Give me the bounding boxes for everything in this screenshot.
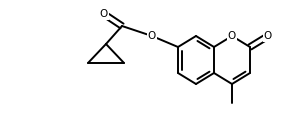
Text: O: O bbox=[228, 31, 236, 41]
Text: O: O bbox=[148, 31, 156, 41]
Text: O: O bbox=[100, 9, 108, 19]
Text: O: O bbox=[264, 31, 272, 41]
